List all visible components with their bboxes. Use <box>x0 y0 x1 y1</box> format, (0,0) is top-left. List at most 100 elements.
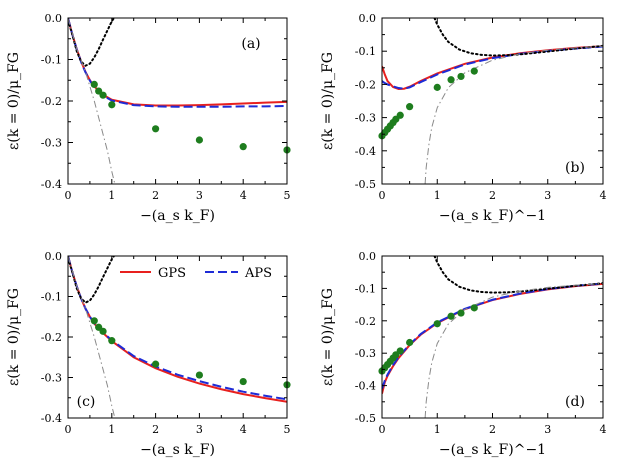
data-point <box>90 317 98 325</box>
y-tick-label: -0.3 <box>355 112 376 125</box>
data-point <box>239 143 247 151</box>
y-tick-label: -0.1 <box>355 45 376 58</box>
data-point <box>457 72 465 81</box>
y-tick-label: -0.5 <box>355 412 376 425</box>
y-axis-label: ε(k = 0)/μ_FG <box>6 52 22 150</box>
legend-aps-label: APS <box>244 266 272 281</box>
y-tick-label: -0.3 <box>41 372 62 385</box>
y-axis-label: ε(k = 0)/μ_FG <box>320 288 336 386</box>
panel-label: (a) <box>241 36 260 52</box>
panel-c: 0 1 2 3 4 5 -0.4 -0.3 -0.2 -0.1 0.0 −(a_s k_F) ε(k =… <box>6 250 291 458</box>
series-bec-limit-line <box>424 283 603 418</box>
x-tick-label: 5 <box>284 423 291 436</box>
x-tick-label: 3 <box>196 189 203 202</box>
x-tick-label: 2 <box>152 189 159 202</box>
panel-label: (b) <box>565 160 585 176</box>
x-tick-label: 4 <box>240 423 247 436</box>
panel-label: (d) <box>565 394 585 410</box>
series-aps-line <box>382 45 603 90</box>
x-axis-label: −(a_s k_F)^−1 <box>439 208 546 224</box>
data-point <box>470 67 478 75</box>
series-bcs-limit-line <box>68 18 115 67</box>
y-tick-label: -0.3 <box>41 137 62 150</box>
x-tick-label: 3 <box>544 189 551 202</box>
data-point <box>108 337 116 345</box>
y-axis-label: ε(k = 0)/μ_FG <box>320 52 336 150</box>
plot-area <box>68 18 287 184</box>
y-tick-label: 0.0 <box>359 250 377 263</box>
data-point <box>195 136 203 144</box>
y-tick-label: -0.4 <box>41 412 62 425</box>
y-tick-label: -0.2 <box>41 95 62 108</box>
data-point <box>396 347 404 355</box>
data-point <box>99 91 107 99</box>
x-tick-label: 5 <box>284 189 291 202</box>
y-axis-label: ε(k = 0)/μ_FG <box>6 288 22 386</box>
data-point <box>447 312 455 320</box>
x-axis-label: −(a_s k_F) <box>140 442 215 458</box>
series-bcs-limit-line <box>68 256 115 304</box>
x-tick-label: 0 <box>65 189 72 202</box>
y-tick-label: -0.4 <box>355 145 376 158</box>
data-point <box>152 125 160 133</box>
y-tick-label: -0.5 <box>355 178 376 191</box>
x-tick-label: 0 <box>379 423 386 436</box>
series-bec-limit-line <box>68 256 116 418</box>
y-tick-label: -0.1 <box>41 291 62 304</box>
x-tick-label: 4 <box>240 189 247 202</box>
series-bec-limit-line <box>424 45 603 184</box>
data-point <box>433 320 441 328</box>
x-axis-label: −(a_s k_F) <box>140 208 215 224</box>
y-tick-label: -0.4 <box>355 380 376 393</box>
x-tick-label: 1 <box>108 423 115 436</box>
x-tick-label: 0 <box>65 423 72 436</box>
y-tick-label: -0.2 <box>355 315 376 328</box>
y-tick-label: -0.4 <box>41 178 62 191</box>
x-tick-label: 0 <box>379 189 386 202</box>
x-tick-label: 4 <box>600 189 607 202</box>
series-gps-line <box>382 45 603 91</box>
panel-label: (c) <box>77 394 96 410</box>
x-tick-label: 3 <box>196 423 203 436</box>
x-tick-label: 2 <box>489 189 496 202</box>
x-tick-label: 1 <box>434 189 441 202</box>
data-point <box>406 338 414 347</box>
series-bec-limit-line <box>68 18 116 184</box>
legend-gps-label: GPS <box>158 266 186 281</box>
x-tick-label: 1 <box>108 189 115 202</box>
y-tick-label: -0.3 <box>355 347 376 360</box>
panel-d: 0 1 2 3 4 -0.5 -0.4 -0.3 -0.2 -0.1 0.0 −(a_s k_F)^−… <box>320 250 607 458</box>
x-tick-label: 2 <box>489 423 496 436</box>
plot-area <box>382 18 603 184</box>
series-bcs-limit-line <box>433 18 603 57</box>
data-point <box>239 377 247 386</box>
data-point <box>433 83 441 91</box>
legend: GPS APS <box>120 266 272 281</box>
data-point <box>470 304 478 312</box>
y-tick-label: -0.2 <box>355 78 376 91</box>
data-point <box>447 76 455 84</box>
data-point <box>152 360 160 368</box>
data-point <box>195 371 203 379</box>
x-tick-label: 1 <box>434 423 441 436</box>
x-tick-label: 3 <box>544 423 551 436</box>
y-tick-label: 0.0 <box>359 12 377 25</box>
panel-a: 0 1 2 3 4 5 -0.4 -0.3 -0.2 -0.1 0.0 −(a_s k_F) ε(k =… <box>6 12 291 224</box>
data-point <box>99 327 107 335</box>
panel-b: 0 1 2 3 4 -0.5 -0.4 -0.3 -0.2 -0.1 0.0 −(a_s k_F)^−… <box>320 12 607 224</box>
series-aps-line <box>382 282 603 390</box>
y-tick-label: -0.1 <box>355 282 376 295</box>
y-tick-label: -0.2 <box>41 331 62 344</box>
data-point <box>108 101 116 109</box>
x-axis-label: −(a_s k_F)^−1 <box>439 442 546 458</box>
plot-area <box>382 256 603 418</box>
data-point <box>90 80 98 88</box>
series-bcs-limit-line <box>433 256 603 294</box>
x-tick-label: 2 <box>152 423 159 436</box>
data-point <box>457 309 465 317</box>
data-point <box>396 111 404 119</box>
y-tick-label: -0.1 <box>41 54 62 67</box>
x-tick-label: 4 <box>600 423 607 436</box>
y-tick-label: 0.0 <box>45 250 63 263</box>
